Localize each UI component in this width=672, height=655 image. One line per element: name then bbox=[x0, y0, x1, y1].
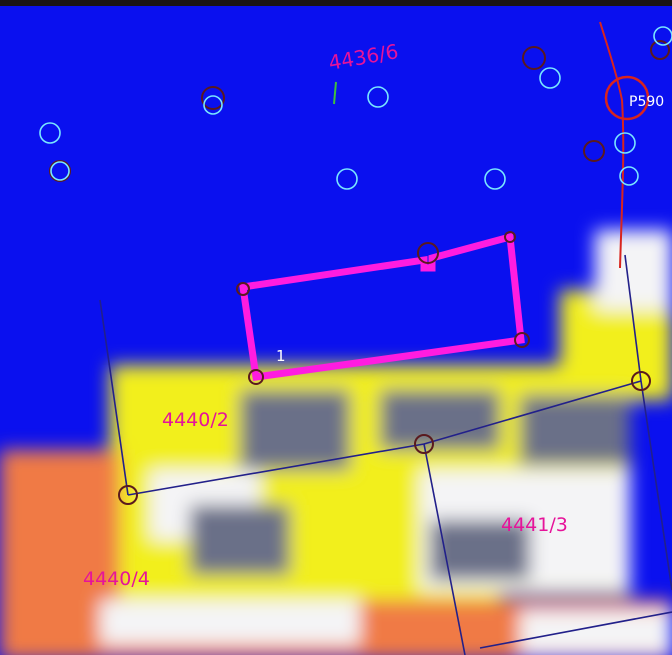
vertex-marker-icon[interactable] bbox=[201, 86, 225, 110]
vertex-marker-icon[interactable] bbox=[504, 231, 516, 243]
vertex-marker-icon[interactable] bbox=[583, 140, 605, 162]
red-boundary-line bbox=[599, 21, 650, 269]
vertex-marker-icon[interactable] bbox=[522, 46, 546, 70]
survey-point-icon[interactable] bbox=[614, 132, 636, 154]
building-outline[interactable] bbox=[236, 231, 530, 385]
vertex-marker-icon[interactable] bbox=[650, 40, 670, 60]
survey-point-icon[interactable] bbox=[539, 67, 561, 89]
survey-point-icon[interactable] bbox=[203, 95, 223, 115]
vertex-marker-icon[interactable] bbox=[514, 332, 530, 348]
vertex-markers bbox=[49, 40, 670, 505]
parcel-label-4440-4: 4440/4 bbox=[83, 568, 150, 590]
survey-point-icon[interactable] bbox=[50, 161, 70, 181]
survey-point-icon[interactable] bbox=[619, 166, 639, 186]
vertex-marker-icon[interactable] bbox=[248, 369, 264, 385]
vertex-marker-icon[interactable] bbox=[631, 371, 651, 391]
orientation-tick bbox=[333, 81, 337, 105]
vertex-marker-icon[interactable] bbox=[414, 434, 434, 454]
vertex-marker-icon[interactable] bbox=[417, 242, 439, 264]
parcel-label-4440-2: 4440/2 bbox=[162, 409, 229, 431]
parcel-boundaries bbox=[99, 254, 672, 655]
survey-point-icon[interactable] bbox=[604, 75, 650, 121]
land-use-patches bbox=[0, 230, 672, 655]
survey-points bbox=[39, 26, 672, 190]
parcel-label-4441-3: 4441/3 bbox=[501, 514, 568, 536]
vertex-marker-icon[interactable] bbox=[118, 485, 138, 505]
top-edge-strip bbox=[0, 0, 672, 8]
survey-point-icon[interactable] bbox=[336, 168, 358, 190]
building-number-label: 1 bbox=[276, 347, 286, 365]
survey-point-icon[interactable] bbox=[653, 26, 672, 46]
vertex-marker-icon[interactable] bbox=[49, 160, 71, 182]
point-label-p590: P590 bbox=[629, 94, 664, 110]
vertex-marker-icon[interactable] bbox=[236, 282, 250, 296]
survey-point-icon[interactable] bbox=[484, 168, 506, 190]
survey-point-icon[interactable] bbox=[39, 122, 61, 144]
survey-point-icon[interactable] bbox=[367, 86, 389, 108]
